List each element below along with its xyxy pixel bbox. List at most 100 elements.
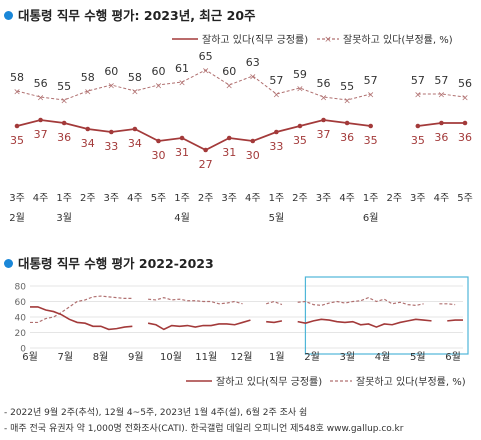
disapprove-point: ×: [414, 91, 422, 101]
y-tick-label: 80: [15, 283, 27, 293]
approve-point: [61, 120, 67, 126]
x-week-label: 4주: [339, 193, 355, 204]
approve-line: [147, 319, 251, 331]
disapprove-point: ×: [367, 91, 375, 101]
approve-value-label: 35: [10, 134, 24, 147]
approve-value-label: 27: [199, 158, 213, 171]
disapprove-point: ×: [37, 94, 45, 104]
disapprove-value-label: 58: [10, 71, 24, 84]
x-week-label: 4주: [245, 193, 261, 204]
approve-point: [462, 120, 468, 126]
disapprove-point: ×: [461, 94, 469, 104]
disapprove-value-label: 56: [34, 77, 48, 90]
disapprove-point: ×: [438, 91, 446, 101]
x-week-label: 5주: [151, 193, 167, 204]
legend-approve-label: 잘하고 있다(직무 긍정률): [216, 375, 322, 388]
disapprove-value-label: 58: [81, 71, 95, 84]
approve-value-label: 35: [364, 134, 378, 147]
disapprove-value-label: 60: [151, 65, 165, 78]
disapprove-value-label: 61: [175, 62, 189, 75]
disapprove-value-label: 57: [269, 74, 283, 87]
x-week-label: 3주: [221, 193, 237, 204]
legend-approve-label: 잘하고 있다(직무 긍정률): [202, 33, 308, 46]
top-chart-title: 대통령 직무 수행 평가: 2023년, 최근 20주: [4, 5, 256, 24]
disapprove-value-label: 55: [340, 80, 354, 93]
approve-line: [16, 119, 371, 152]
disapprove-point: ×: [84, 88, 92, 98]
legend-disapprove-label: 잘못하고 있다(부정률, %): [343, 33, 453, 46]
approve-value-label: 37: [317, 128, 331, 141]
approve-value-label: 33: [269, 140, 283, 153]
disapprove-line: [417, 93, 466, 98]
bottom-line-chart: 0 20 40 60 80 6월 7월 8월 9월 10월 11월 12월 1월 2월 3월 4월 5월 6월잘하…: [15, 276, 469, 388]
x-month-label: 5월: [269, 212, 285, 224]
disapprove-line: [297, 296, 424, 306]
disapprove-line: [148, 296, 243, 305]
top-line-chart: 잘하고 있다(직무 긍정률) × 잘못하고 있다(부정률, %) × 58 × 56 × 55 ×…: [9, 33, 473, 224]
approve-value-label: 34: [128, 137, 142, 150]
approve-value-label: 36: [57, 131, 71, 144]
x-month-label: 6월: [22, 351, 38, 363]
approve-value-label: 34: [81, 137, 95, 150]
footnote-1: - 2022년 9월 2주(추석), 12월 4~5주, 2023년 1월 4주…: [4, 408, 308, 418]
approve-point: [85, 126, 91, 132]
x-week-label: 2주: [386, 193, 402, 204]
approve-point: [156, 138, 161, 144]
disapprove-value-label: 57: [411, 74, 425, 87]
approve-line: [30, 306, 133, 331]
x-week-label: 1주: [269, 193, 285, 204]
footnote-2: - 매주 전국 유권자 약 1,000명 전화조사(CATI). 한국갤럽 데일…: [4, 424, 404, 434]
x-month-label: 11월: [195, 351, 217, 363]
x-month-label: 4월: [375, 351, 391, 363]
bullet-dot-icon: [4, 259, 13, 268]
disapprove-point: ×: [273, 91, 281, 101]
x-month-label: 8월: [93, 351, 109, 363]
x-week-label: 1주: [174, 193, 190, 204]
approve-point: [203, 147, 208, 153]
x-week-label: 3주: [410, 193, 426, 204]
approve-value-label: 35: [293, 134, 307, 147]
disapprove-value-label: 60: [104, 65, 118, 78]
x-week-label: 4주: [33, 193, 49, 204]
x-month-label: 4월: [174, 212, 190, 224]
disapprove-value-label: 57: [434, 74, 448, 87]
x-month-label: 9월: [128, 351, 144, 363]
disapprove-point: ×: [155, 82, 163, 92]
disapprove-point: ×: [178, 79, 186, 89]
x-month-label: 1월: [269, 351, 285, 363]
disapprove-point: ×: [343, 97, 351, 107]
approve-point: [109, 129, 114, 135]
disapprove-line: [266, 300, 283, 306]
approve-point: [38, 117, 43, 123]
approve-point: [226, 135, 232, 141]
approve-value-label: 36: [340, 131, 354, 144]
bottom-chart-title-text: 대통령 직무 수행 평가 2022-2023: [18, 256, 214, 271]
x-month-label: 10월: [160, 351, 182, 363]
x-week-label: 4주: [127, 193, 143, 204]
disapprove-value-label: 56: [317, 77, 331, 90]
disapprove-value-label: 63: [246, 56, 260, 69]
approve-line: [266, 320, 283, 324]
x-week-label: 2주: [80, 193, 96, 204]
approve-value-label: 30: [151, 149, 165, 162]
disapprove-point: ×: [131, 88, 139, 98]
legend-disapprove-marker: ×: [324, 35, 332, 45]
disapprove-point: ×: [202, 67, 210, 77]
disapprove-value-label: 55: [57, 80, 71, 93]
approve-point: [274, 129, 279, 135]
x-week-label: 3주: [104, 193, 120, 204]
x-month-label: 7월: [57, 351, 73, 363]
approve-line: [447, 319, 463, 322]
y-tick-label: 40: [15, 314, 27, 324]
x-week-label: 3주: [9, 193, 25, 204]
approve-value-label: 37: [34, 128, 48, 141]
disapprove-point: ×: [320, 94, 328, 104]
approve-point: [439, 120, 444, 126]
x-week-label: 2주: [292, 193, 308, 204]
disapprove-line: [16, 69, 371, 101]
approve-point: [344, 120, 350, 126]
disapprove-point: ×: [108, 82, 116, 92]
disapprove-point: ×: [225, 82, 233, 92]
disapprove-value-label: 65: [199, 50, 213, 63]
approve-point: [250, 138, 256, 144]
